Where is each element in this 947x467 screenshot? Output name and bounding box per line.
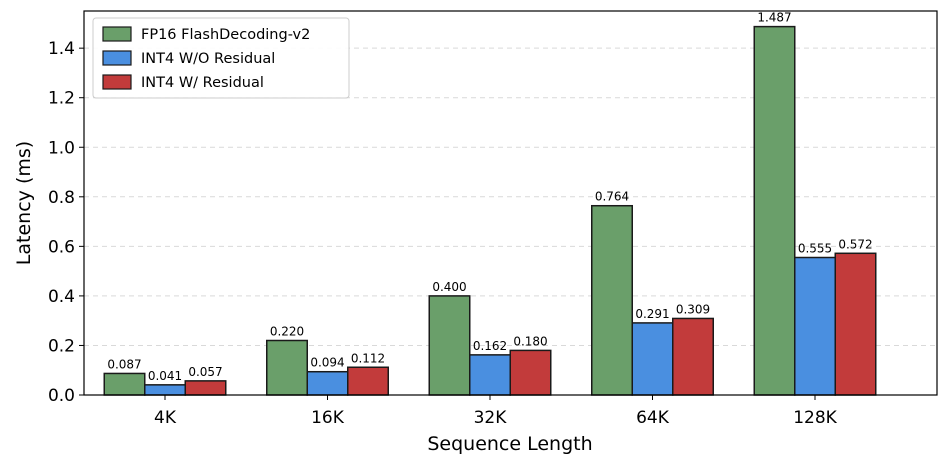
y-tick-label: 0.0 xyxy=(48,386,75,406)
bar xyxy=(469,354,511,396)
x-tick-label: 32K xyxy=(474,408,508,428)
data-label: 0.291 xyxy=(635,307,669,321)
x-tick-label: 16K xyxy=(311,408,345,428)
data-label: 0.162 xyxy=(473,339,507,353)
legend-label: INT4 W/ Residual xyxy=(141,75,264,91)
legend-swatch xyxy=(102,50,132,66)
bar xyxy=(794,256,836,396)
x-tick-label: 4K xyxy=(154,408,177,428)
bar xyxy=(347,366,389,396)
bar xyxy=(672,317,714,396)
plot-frame xyxy=(83,10,938,396)
y-tick-label: 0.4 xyxy=(48,287,75,307)
bar xyxy=(266,339,308,396)
data-label: 0.220 xyxy=(270,324,304,338)
bar xyxy=(753,25,796,396)
bar xyxy=(306,370,349,396)
bar xyxy=(144,384,186,396)
data-label: 0.400 xyxy=(432,280,466,294)
data-label: 0.555 xyxy=(798,242,832,256)
data-label: 0.309 xyxy=(676,302,710,316)
data-labels: 0.087 0.041 0.057 0.220 0.094 0.112 0.400 0.162… xyxy=(107,11,872,383)
y-tick-label: 1.2 xyxy=(48,89,75,109)
y-tick-label: 1.4 xyxy=(48,39,75,59)
data-label: 0.057 xyxy=(188,365,222,379)
x-axis-label: Sequence Length xyxy=(427,433,592,455)
data-label: 0.041 xyxy=(148,369,182,383)
bar xyxy=(103,372,146,396)
x-axis-ticks: 4K 16K 32K 64K 128K xyxy=(154,395,838,428)
bar xyxy=(631,322,674,396)
grid-lines xyxy=(84,47,937,346)
legend-box xyxy=(92,17,350,99)
data-label: 0.764 xyxy=(595,190,629,204)
y-tick-label: 0.2 xyxy=(48,336,75,356)
legend-label: INT4 W/O Residual xyxy=(141,51,275,67)
y-tick-label: 0.6 xyxy=(48,237,75,257)
y-tick-label: 1.0 xyxy=(48,138,75,158)
data-label: 0.180 xyxy=(513,334,547,348)
bar xyxy=(591,204,633,396)
bar xyxy=(184,380,227,396)
data-label: 0.094 xyxy=(310,356,344,370)
data-label: 0.087 xyxy=(107,357,141,371)
bar xyxy=(834,252,877,396)
x-tick-label: 64K xyxy=(636,408,670,428)
y-axis-ticks: 0.0 0.2 0.4 0.6 0.8 1.0 1.2 1.4 xyxy=(48,39,84,406)
legend-label: FP16 FlashDecoding-v2 xyxy=(141,27,310,43)
data-label: 0.572 xyxy=(838,237,872,251)
bar xyxy=(509,349,552,396)
bar xyxy=(428,295,471,396)
y-tick-label: 0.8 xyxy=(48,188,75,208)
data-label: 0.112 xyxy=(351,351,385,365)
y-axis-label: Latency (ms) xyxy=(13,141,35,265)
x-tick-label: 128K xyxy=(793,408,837,428)
legend: FP16 FlashDecoding-v2 INT4 W/O Residual IN… xyxy=(92,17,350,99)
data-label: 1.487 xyxy=(757,11,791,25)
legend-swatch xyxy=(102,74,132,90)
legend-swatch xyxy=(102,26,132,42)
